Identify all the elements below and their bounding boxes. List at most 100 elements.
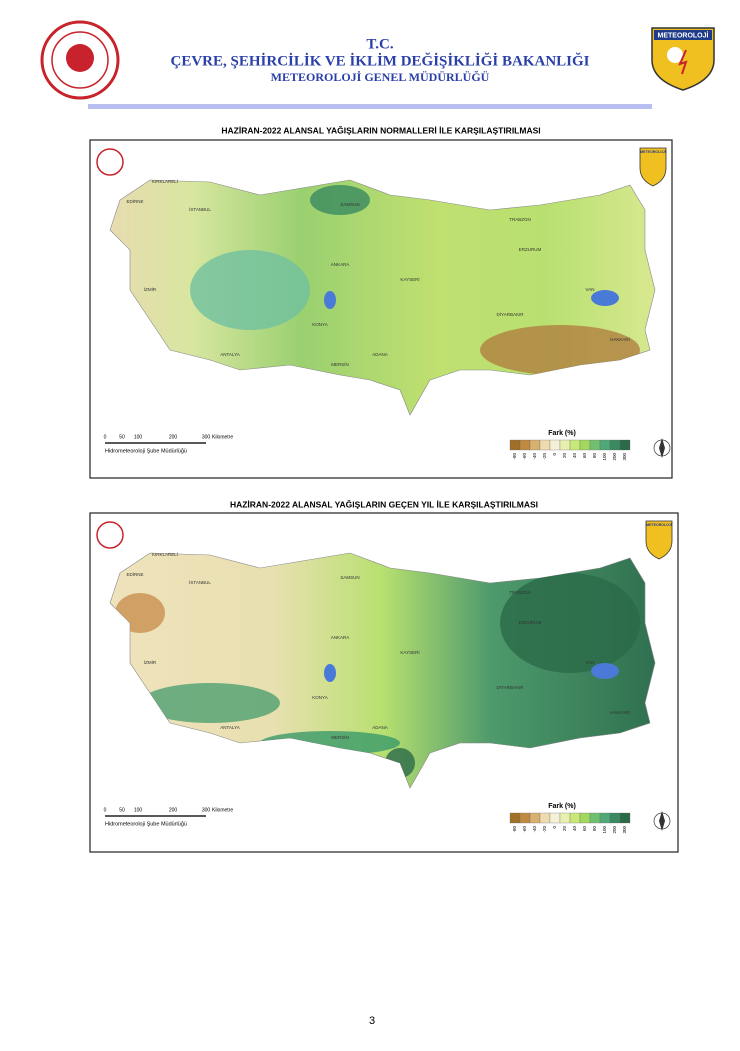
region [500,573,640,673]
legend-swatch [609,439,621,451]
legend-swatch [569,812,581,824]
legend-swatch [539,439,551,451]
logo-text: METEOROLOJİ [658,31,709,39]
city-label: SAMSUN [340,202,359,207]
city-label: ADANA [372,725,388,730]
page-number: 3 [369,1015,375,1027]
logo-text: METEOROLOJİ [640,150,666,154]
legend-label: -40 [532,826,537,833]
legend-swatch [539,812,551,824]
scale-tick: 300 [202,807,211,813]
map-title: HAZİRAN-2022 ALANSAL YAĞIŞLARIN GEÇEN YI… [230,498,538,509]
legend-label: 300 [622,826,627,834]
legend-swatch [569,439,581,451]
city-label: HAKKARİ [610,336,630,342]
scale-tick: 100 [134,807,143,813]
city-label: MERSİN [331,734,349,740]
header-line: T.C. [366,36,393,52]
ministry-logo [96,148,124,176]
legend-label: -60 [522,453,527,460]
legend-swatch [599,812,611,824]
city-label: EDİRNE [126,571,143,577]
city-label: KONYA [312,695,327,700]
scale-unit: Kilometre [212,807,233,813]
legend-swatch [589,439,601,451]
legend-label: 0 [552,453,557,456]
scale-tick: 50 [119,807,125,813]
city-label: SAMSUN [340,575,359,580]
scale-tick: 100 [134,434,143,440]
city-label: KAYSERİ [400,276,419,282]
legend-label: 200 [612,826,617,834]
legend-swatch [519,439,531,451]
scale-unit: Kilometre [212,434,233,440]
legend-label: -20 [542,453,547,460]
map-title: HAZİRAN-2022 ALANSAL YAĞIŞLARIN NORMALLE… [221,124,540,135]
ministry-logo [96,521,124,549]
ministry-logo [40,20,120,100]
region [140,683,280,723]
city-label: KONYA [312,322,327,327]
legend-swatch [579,439,591,451]
legend-swatch [529,812,541,824]
header-rule [88,104,652,109]
city-label: TRABZON [509,590,531,595]
lake-tuz [324,664,336,682]
city-label: ERZURUM [519,247,542,252]
city-label: KIRKLARELİ [152,178,178,184]
legend-label: 100 [602,453,607,461]
legend-title: Fark (%) [548,803,576,810]
legend-label: 60 [582,453,587,459]
legend-label: 40 [572,453,577,459]
legend-label: 200 [612,453,617,461]
legend-label: -80 [512,826,517,833]
region [480,325,640,375]
city-label: MERSİN [331,361,349,367]
city-label: VAN [586,660,595,665]
meteorology-logo: METEOROLOJİ [651,27,715,91]
legend-swatch [559,812,571,824]
map-panel: KIRKLARELİ EDİRNE İSTANBUL SAMSUN ANKARA KONY… [89,139,673,479]
city-label: ANKARA [331,635,350,640]
city-label: ANTALYA [220,725,240,730]
city-label: VAN [586,287,595,292]
legend-swatch [619,439,631,451]
city-label: ADANA [372,352,388,357]
legend-label: -80 [512,453,517,460]
scale-tick: 300 [202,434,211,440]
legend-swatch [599,439,611,451]
map-panel: KIRKLARELİ EDİRNE İSTANBUL SAMSUN ANKARA KONY… [89,512,679,853]
legend-label: 20 [562,453,567,459]
legend-swatch [509,439,521,451]
region [310,185,370,215]
legend-label: 40 [572,826,577,832]
legend-swatch [589,812,601,824]
region [190,250,310,330]
city-label: ERZURUM [519,620,542,625]
legend-label: -60 [522,826,527,833]
legend-swatch [529,439,541,451]
city-label: İSTANBUL [189,206,211,212]
scale-tick: 0 [104,807,107,813]
legend-label: 80 [592,826,597,832]
lake-van [591,290,619,306]
logo-text: METEOROLOJİ [646,523,672,527]
lake-van [591,663,619,679]
city-label: ANTALYA [220,352,240,357]
compass-needle [659,438,665,458]
legend-title: Fark (%) [548,430,576,437]
legend-label: 0 [552,826,557,829]
legend-swatch [609,812,621,824]
city-label: KIRKLARELİ [152,551,178,557]
legend-label: 80 [592,453,597,459]
credit: Hidrometeoroloji Şube Müdürlüğü [105,821,187,827]
city-label: EDİRNE [126,198,143,204]
meteorology-logo [639,147,667,187]
legend-label: 300 [622,453,627,461]
legend-swatch [509,812,521,824]
city-label: İZMİR [144,286,157,292]
legend-label: 100 [602,826,607,834]
scale-tick: 50 [119,434,125,440]
city-label: İZMİR [144,659,157,665]
legend-label: 60 [582,826,587,832]
